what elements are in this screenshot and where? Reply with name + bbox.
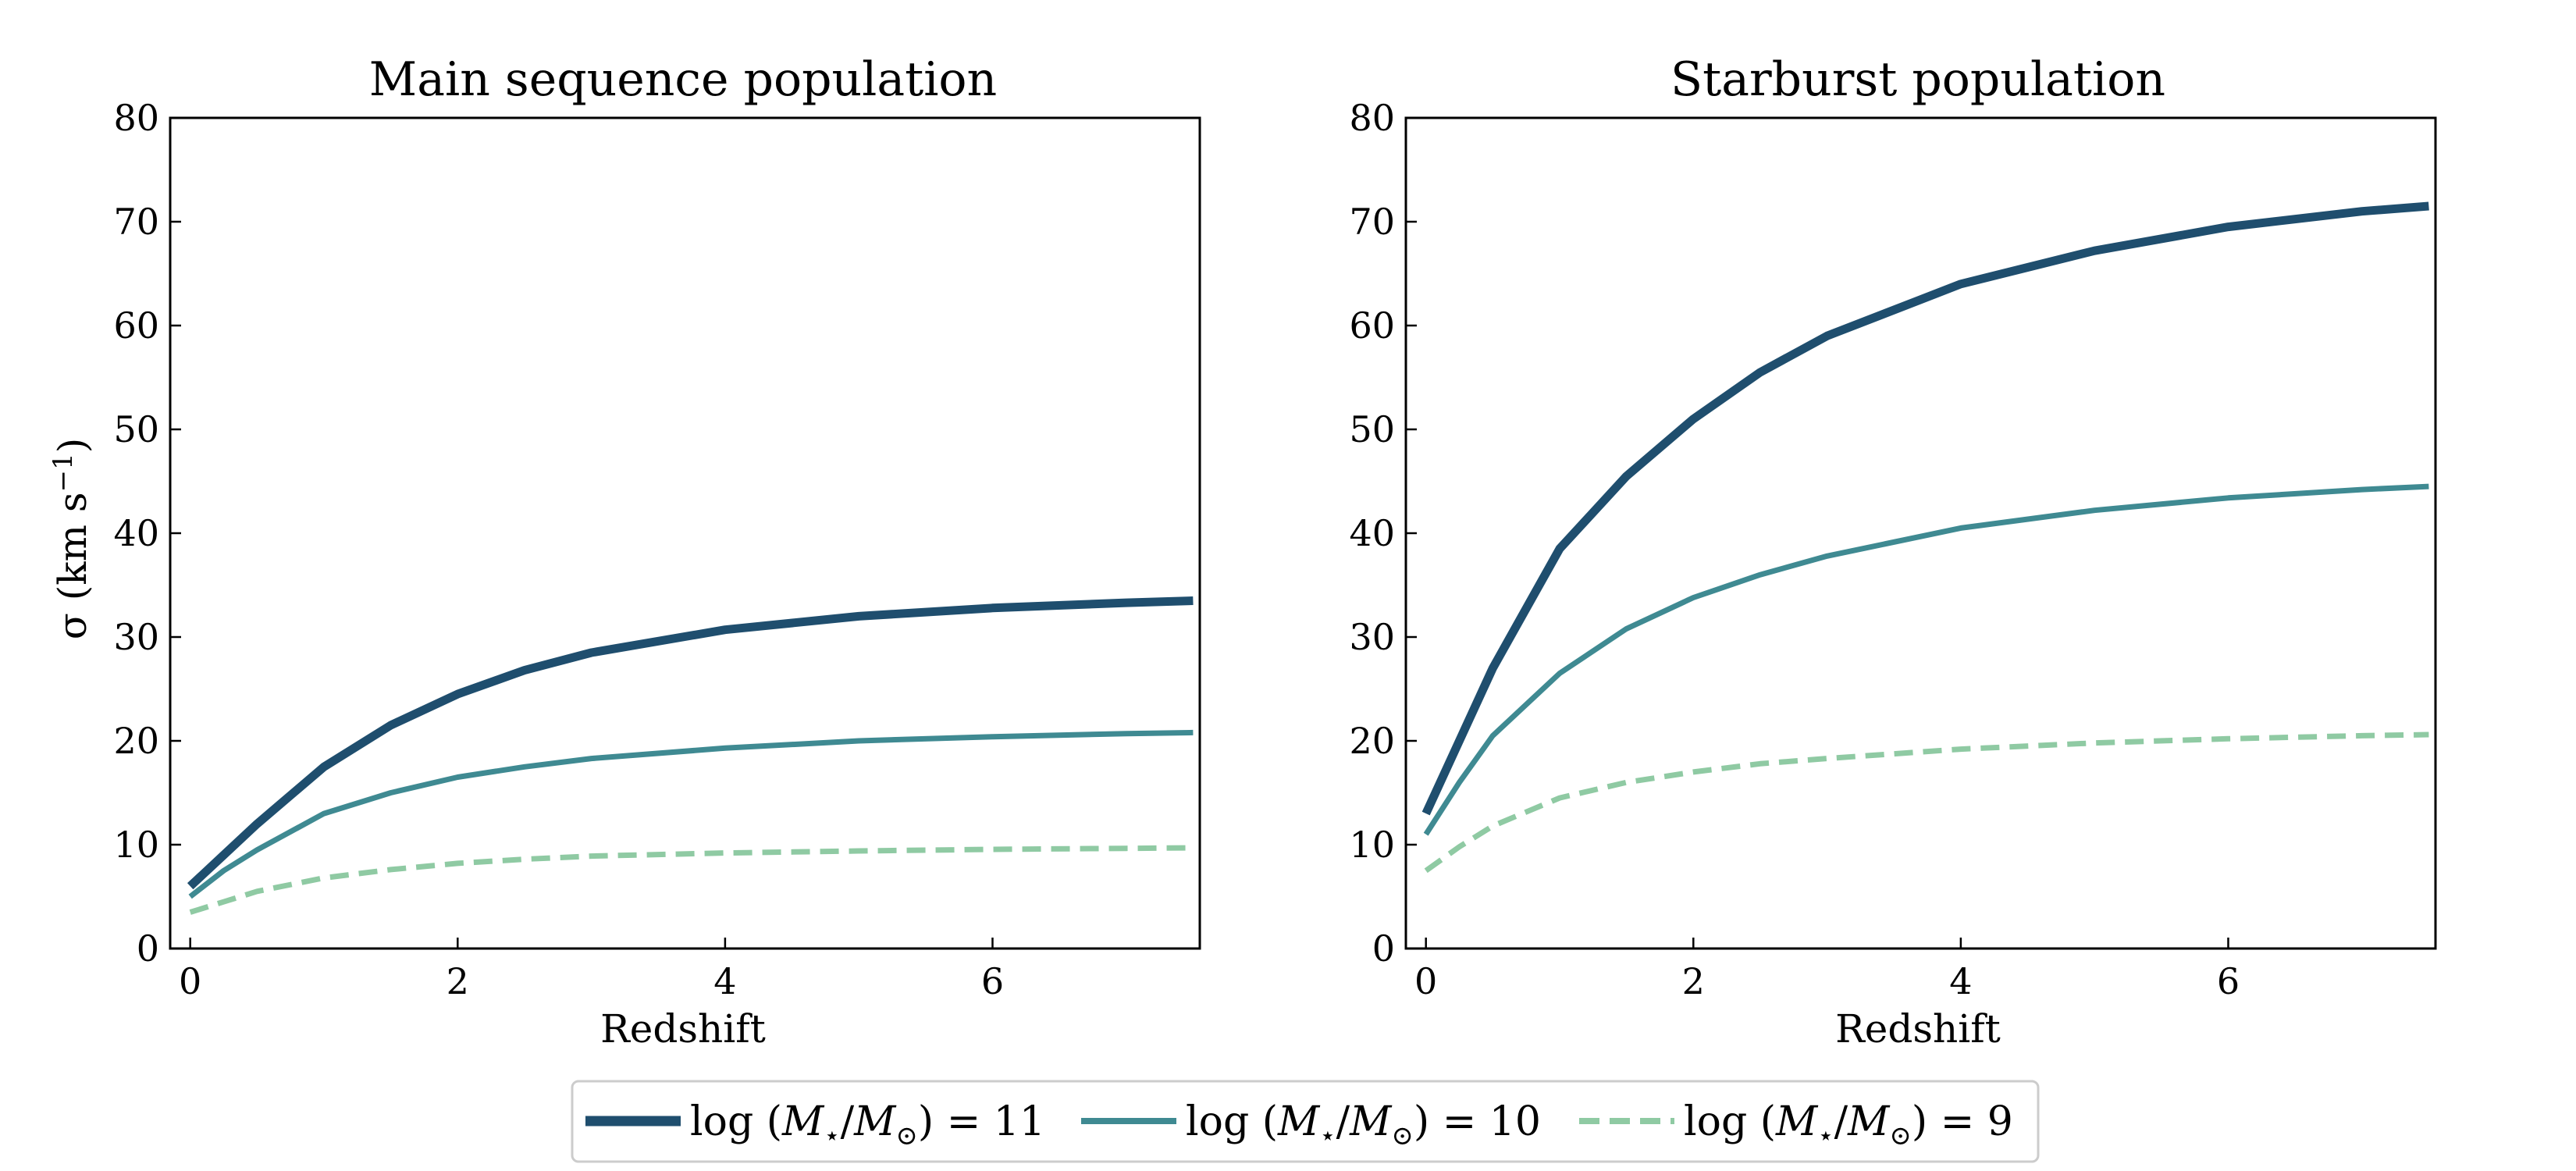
y-tick-label: 40 bbox=[113, 512, 159, 554]
y-axis-label: σ (km s−1) bbox=[48, 438, 95, 639]
x-axis-label: Redshift bbox=[1835, 1006, 2001, 1052]
legend-entry-11: log (M⋆/M⊙) = 11 bbox=[585, 1098, 1045, 1151]
y-tick-label: 30 bbox=[113, 616, 159, 658]
x-tick-label: 2 bbox=[447, 960, 469, 1002]
x-axis-label: Redshift bbox=[600, 1006, 766, 1052]
x-tick-label: 0 bbox=[179, 960, 201, 1002]
y-tick-label: 60 bbox=[113, 304, 159, 347]
y-tick-label: 40 bbox=[1349, 512, 1395, 554]
y-tick-label: 80 bbox=[113, 97, 159, 139]
y-tick-label: 30 bbox=[1349, 616, 1395, 658]
series-line-10 bbox=[188, 729, 1194, 899]
panel-starburst: Starburst population Redshift 0102030405… bbox=[1349, 52, 2437, 1052]
y-tick-label: 10 bbox=[1349, 824, 1395, 866]
series-line-10 bbox=[1423, 483, 2429, 836]
y-tick-label: 0 bbox=[137, 927, 159, 970]
x-tick-label: 0 bbox=[1414, 960, 1437, 1002]
series-line-11 bbox=[187, 596, 1194, 890]
x-tick-label: 4 bbox=[1949, 960, 1972, 1002]
y-tick-label: 60 bbox=[1349, 304, 1395, 347]
x-tick-label: 6 bbox=[981, 960, 1004, 1002]
x-tick-label: 2 bbox=[1682, 960, 1705, 1002]
series-line-9 bbox=[189, 845, 1194, 915]
y-tick-label: 50 bbox=[113, 408, 159, 450]
x-tick-label: 4 bbox=[713, 960, 736, 1002]
y-tick-label: 10 bbox=[113, 824, 159, 866]
x-tick-label: 6 bbox=[2217, 960, 2240, 1002]
y-tick-label: 80 bbox=[1349, 97, 1395, 139]
plot-frame bbox=[1404, 116, 2437, 950]
legend-entry-9: log (M⋆/M⊙) = 9 bbox=[1579, 1098, 2013, 1151]
legend-entry-10: log (M⋆/M⊙) = 10 bbox=[1081, 1098, 1541, 1151]
series-line-9 bbox=[1424, 731, 2429, 874]
y-tick-label: 50 bbox=[1349, 408, 1395, 450]
series-line-11 bbox=[1421, 201, 2429, 816]
legend-label-9: log (M⋆/M⊙) = 9 bbox=[1684, 1098, 2013, 1151]
legend-label-10: log (M⋆/M⊙) = 10 bbox=[1186, 1098, 1541, 1151]
panel-main-sequence: Main sequence population Redshift σ (km … bbox=[48, 52, 1201, 1052]
y-tick-label: 70 bbox=[113, 201, 159, 243]
plot-frame bbox=[169, 116, 1201, 950]
y-tick-label: 20 bbox=[113, 720, 159, 762]
y-tick-label: 20 bbox=[1349, 720, 1395, 762]
panel-title: Starburst population bbox=[1670, 52, 2165, 107]
legend-label-11: log (M⋆/M⊙) = 11 bbox=[690, 1098, 1045, 1151]
legend-frame bbox=[571, 1080, 2040, 1163]
y-tick-label: 0 bbox=[1372, 927, 1395, 970]
legend: log (M⋆/M⊙) = 11 log (M⋆/M⊙) = 10 log (M… bbox=[571, 1080, 2040, 1163]
y-tick-label: 70 bbox=[1349, 201, 1395, 243]
panel-title: Main sequence population bbox=[369, 52, 997, 107]
